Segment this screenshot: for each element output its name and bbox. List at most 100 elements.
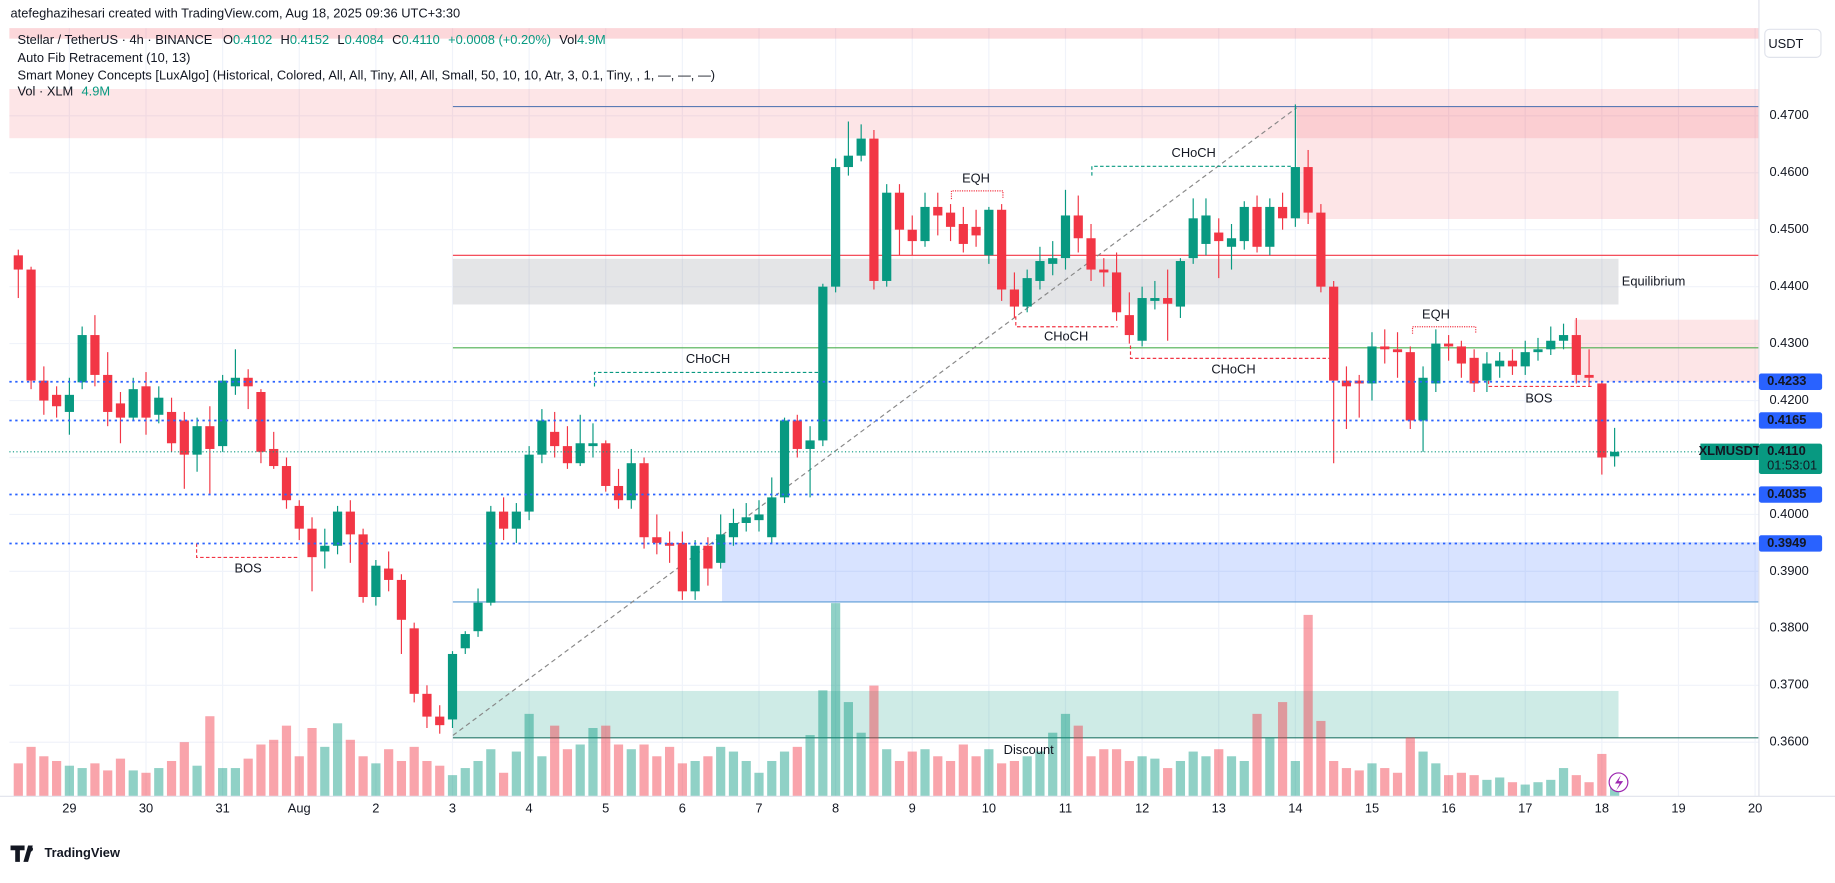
volume-bar bbox=[1444, 775, 1454, 797]
candle-body bbox=[613, 485, 624, 501]
volume-bar bbox=[1456, 772, 1466, 797]
volume-bar bbox=[1495, 777, 1505, 797]
candle-body bbox=[562, 446, 573, 464]
x-tick-label: 3 bbox=[449, 801, 456, 816]
candle-body bbox=[473, 602, 483, 632]
volume-bar bbox=[422, 760, 432, 797]
volume-bar bbox=[767, 760, 777, 797]
volume-bar bbox=[1316, 720, 1326, 797]
volume-bar bbox=[677, 763, 687, 797]
volume-bar bbox=[1252, 713, 1262, 797]
volume-bar bbox=[460, 768, 470, 797]
volume-bar bbox=[997, 763, 1007, 797]
ohlc-key: O bbox=[223, 32, 233, 47]
candle-body bbox=[77, 335, 87, 383]
volume-bar bbox=[894, 760, 905, 797]
candle-body bbox=[243, 377, 253, 387]
x-tick-label: 20 bbox=[1748, 801, 1762, 816]
candle-body bbox=[1367, 346, 1377, 384]
x-tick-label: 7 bbox=[755, 801, 762, 816]
candle-body bbox=[1469, 357, 1479, 384]
annotation: CHoCH bbox=[1172, 145, 1216, 160]
candle-body bbox=[1060, 215, 1071, 259]
discount-zone bbox=[452, 690, 1619, 738]
candle-body bbox=[281, 466, 292, 501]
candle-body bbox=[550, 431, 560, 447]
volume-bar bbox=[1418, 751, 1428, 797]
volume-bar bbox=[1086, 756, 1096, 797]
eqh-line bbox=[1411, 326, 1477, 334]
supply-zone bbox=[9, 28, 1759, 39]
ohlc-key: C bbox=[392, 32, 401, 47]
candle-body bbox=[1163, 298, 1173, 304]
x-tick-label: 5 bbox=[602, 801, 609, 816]
volume-bar bbox=[1175, 760, 1186, 797]
volume-bar bbox=[754, 772, 764, 797]
candle-body bbox=[665, 542, 675, 546]
volume-bar bbox=[945, 760, 956, 797]
y-tick-label: 0.3900 bbox=[1769, 563, 1808, 578]
volume-bar bbox=[141, 772, 151, 797]
candle-body bbox=[869, 138, 879, 281]
candle-body bbox=[1546, 340, 1556, 350]
volume-bar bbox=[205, 716, 215, 797]
volume-bar bbox=[1341, 768, 1352, 797]
volume-bar bbox=[869, 685, 879, 797]
countdown: 01:53:01 bbox=[1767, 457, 1817, 472]
candle-body bbox=[997, 209, 1007, 290]
candle-body bbox=[1252, 206, 1262, 247]
candle-body bbox=[805, 440, 815, 449]
volume-bar bbox=[115, 758, 126, 797]
candle-body bbox=[141, 386, 151, 418]
volume-bar bbox=[882, 749, 892, 797]
candle-body bbox=[154, 397, 164, 415]
price-label-box bbox=[1758, 373, 1823, 390]
eqh-line bbox=[950, 190, 1004, 200]
candle-body bbox=[422, 693, 432, 717]
legend-symbol: Stellar / TetherUS · 4h · BINANCE O0.410… bbox=[18, 32, 606, 47]
volume-bar bbox=[831, 603, 841, 797]
x-tick-label: 18 bbox=[1595, 801, 1609, 816]
candle-body bbox=[601, 443, 611, 486]
candle-body bbox=[447, 653, 458, 720]
candle-body bbox=[1354, 380, 1364, 384]
volume-bar bbox=[166, 760, 177, 797]
volume-bar bbox=[243, 758, 253, 797]
volume-bar bbox=[818, 690, 828, 797]
x-tick-label: 11 bbox=[1059, 801, 1072, 816]
candle-body bbox=[779, 420, 790, 498]
volume-bar bbox=[1137, 756, 1147, 797]
volume-bar bbox=[90, 763, 100, 797]
ohlc-value: 0.4084 bbox=[345, 32, 384, 47]
ohlc-key: H bbox=[281, 32, 290, 47]
brand-logo bbox=[10, 845, 33, 862]
candle-body bbox=[716, 534, 726, 563]
x-tick-label: 6 bbox=[679, 801, 686, 816]
candle-body bbox=[639, 463, 649, 538]
volume-bar bbox=[805, 735, 815, 797]
x-tick-label: 8 bbox=[832, 801, 839, 816]
ohlc-value: 0.4102 bbox=[233, 32, 272, 47]
volume-bar bbox=[690, 760, 700, 797]
volume-bar bbox=[843, 702, 853, 797]
volume-bar bbox=[1380, 768, 1390, 797]
candle-body bbox=[754, 514, 764, 521]
volume-bar bbox=[1303, 614, 1313, 797]
y-tick-label: 0.4000 bbox=[1769, 506, 1808, 521]
volume-bar bbox=[1201, 756, 1211, 797]
candle-body bbox=[230, 377, 240, 387]
candle-body bbox=[1265, 206, 1275, 247]
candle-body bbox=[64, 394, 74, 412]
currency: USDT bbox=[1768, 36, 1803, 51]
volume-bar bbox=[1163, 768, 1173, 797]
volume-bar bbox=[1329, 760, 1339, 797]
volume-bar bbox=[52, 760, 62, 797]
candle-body bbox=[703, 545, 713, 569]
y-tick-label: 0.4400 bbox=[1769, 278, 1808, 293]
price-label-box bbox=[1758, 412, 1823, 429]
volume-bar bbox=[1367, 763, 1377, 797]
candle-body bbox=[1290, 167, 1300, 219]
volume-bar bbox=[1354, 770, 1364, 797]
candle-body bbox=[256, 392, 266, 452]
